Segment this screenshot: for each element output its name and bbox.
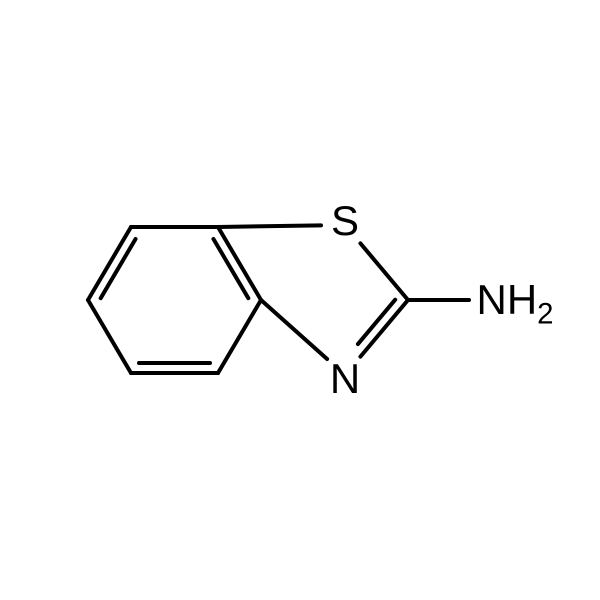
structure-canvas: S N NH2 [0, 0, 600, 600]
atom-label-nh2: NH2 [476, 279, 553, 321]
atom-label-s: S [331, 200, 359, 242]
atom-label-n1: N [330, 358, 360, 400]
